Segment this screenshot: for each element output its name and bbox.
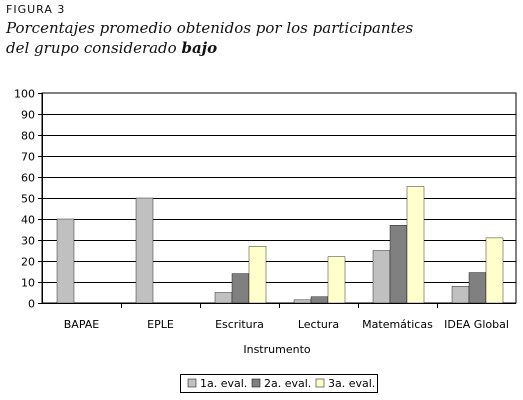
figure-label: FIGURA 3 [6,3,66,16]
bar [310,296,329,304]
x-tick-label: EPLE [147,318,174,331]
legend-label: 1a. eval. [200,377,247,390]
legend: 1a. eval. 2a. eval. 3a. eval. [180,374,378,393]
y-tick-label: 70 [21,151,35,164]
legend-swatch [251,378,261,388]
x-tick-label: Escritura [215,318,264,331]
axes: 0 10 20 30 40 50 60 70 80 90 100 BAPAE EPLE Escritura… [14,88,516,331]
bar [231,273,250,304]
bar [468,272,487,304]
x-tick-label: BAPAE [64,318,100,331]
legend-label: 3a. eval. [328,377,375,390]
bar [451,286,470,304]
gridlines [41,92,517,304]
legend-label: 2a. eval. [264,377,311,390]
bar [485,237,504,304]
x-tick-label: Matemáticas [362,318,433,331]
figure-title-emphasis: bajo [181,39,218,57]
bar [293,299,312,304]
y-tick-label: 80 [21,130,35,143]
figure-title: Porcentajes promedio obtenidos por los p… [6,18,413,58]
bar [214,292,233,304]
bar [406,186,425,304]
x-tick-label: Lectura [298,318,339,331]
y-tick-label: 60 [21,172,35,185]
y-tick-label: 30 [21,235,35,248]
bars [56,186,504,304]
bar [135,197,154,304]
x-axis-title: Instrumento [243,343,311,356]
bar [372,250,391,304]
bar [56,218,75,304]
y-tick-label: 0 [28,298,35,311]
x-tick-label: IDEA Global [444,318,509,331]
y-tick-label: 40 [21,214,35,227]
y-tick-label: 10 [21,277,35,290]
figure-title-line-2: del grupo considerado bajo [6,38,413,58]
bar [389,225,408,304]
figure-title-line-2-text: del grupo considerado [6,39,182,57]
y-tick-label: 90 [21,109,35,122]
bar [248,246,267,304]
figure-title-line-1: Porcentajes promedio obtenidos por los p… [6,19,414,37]
bar [327,256,346,304]
y-tick-label: 50 [21,193,35,206]
legend-swatch [315,378,325,388]
y-tick-label: 100 [14,88,35,101]
y-tick-label: 20 [21,256,35,269]
legend-box [180,374,378,393]
legend-swatch [187,378,197,388]
